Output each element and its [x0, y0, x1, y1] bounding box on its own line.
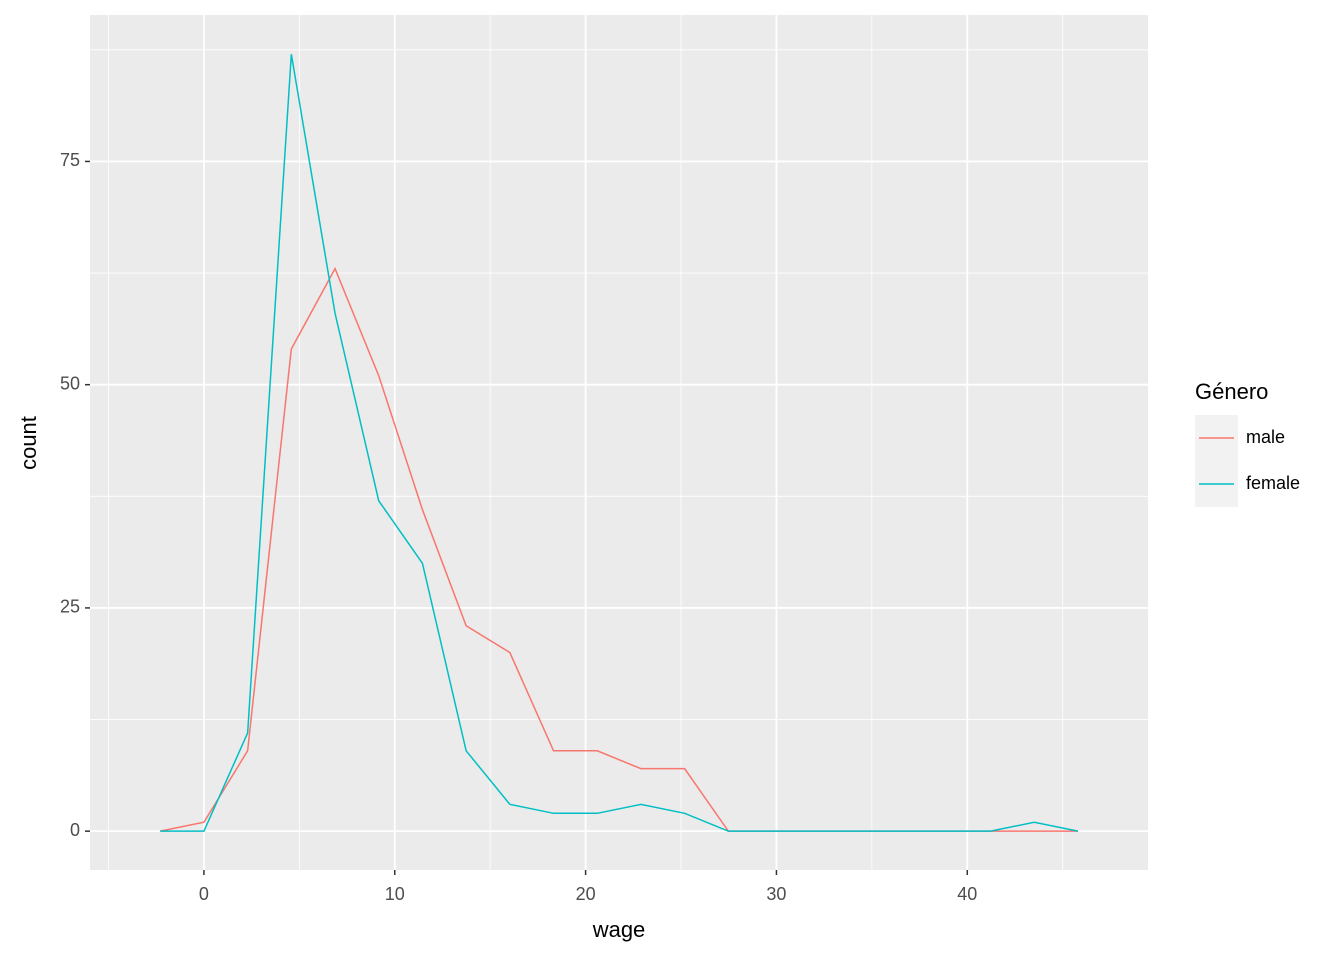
legend-title: Género: [1195, 379, 1268, 404]
legend-label: female: [1246, 473, 1300, 493]
lines: [160, 54, 1079, 832]
x-tick-label: 0: [199, 884, 209, 904]
grid: [90, 15, 1148, 870]
x-tick-label: 10: [385, 884, 405, 904]
y-tick-label: 0: [70, 820, 80, 840]
x-tick-label: 20: [576, 884, 596, 904]
legend-label: male: [1246, 427, 1285, 447]
series-line: [160, 54, 1079, 832]
x-axis-title: wage: [592, 917, 646, 942]
x-tick-label: 30: [766, 884, 786, 904]
y-tick-label: 25: [60, 597, 80, 617]
x-tick-label: 40: [957, 884, 977, 904]
legend: male female: [1195, 415, 1300, 507]
y-tick-label: 50: [60, 373, 80, 393]
y-axis-title: count: [16, 416, 41, 470]
y-tick-label: 75: [60, 150, 80, 170]
